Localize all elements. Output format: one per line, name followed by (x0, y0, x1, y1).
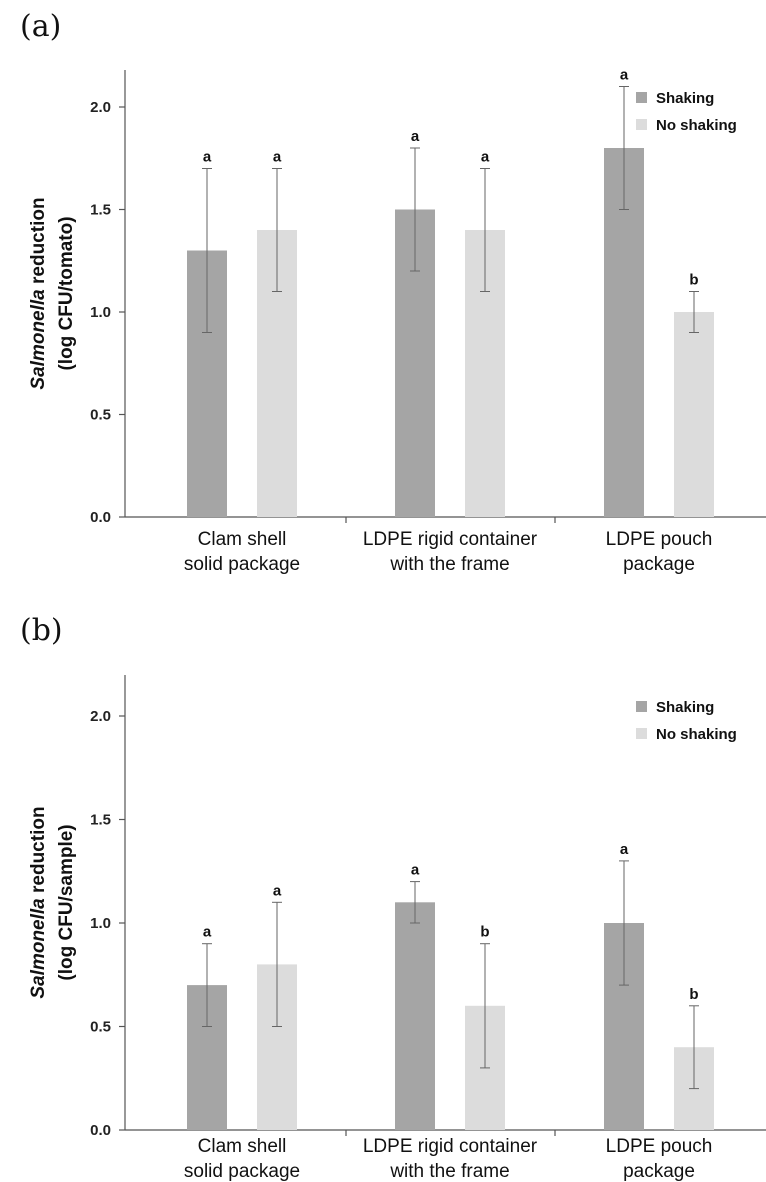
significance-letter: b (689, 986, 698, 1003)
y-axis-units: (log CFU/sample) (56, 824, 77, 980)
y-tick-label: 0.0 (90, 509, 111, 526)
y-axis-label-rest: reduction (28, 806, 49, 898)
y-tick-label: 1.5 (90, 812, 111, 829)
legend-swatch (636, 728, 647, 739)
significance-letter: a (203, 924, 212, 941)
category-label: LDPE pouch (606, 529, 713, 550)
y-axis-label-italic: Salmonella (28, 289, 49, 390)
panel-label: (b) (20, 613, 63, 648)
significance-letter: a (620, 841, 629, 858)
legend-swatch (636, 701, 647, 712)
y-tick-label: 0.5 (90, 407, 111, 424)
category-label: LDPE rigid container (363, 1136, 538, 1157)
y-tick-label: 0.5 (90, 1019, 111, 1036)
chart-panel-a: (a) 0.0 0.5 1.0 1.5 2.0 Clam shell solid packag… (20, 9, 766, 575)
category-label: solid package (184, 554, 300, 575)
category-label: LDPE rigid container (363, 529, 538, 550)
category-label: with the frame (389, 1161, 509, 1182)
category-label: with the frame (389, 554, 509, 575)
y-tick-label: 1.5 (90, 202, 111, 219)
significance-letter: a (411, 862, 420, 879)
category-label: package (623, 554, 695, 575)
y-axis-label: Salmonella reduction (28, 806, 49, 998)
y-axis-label-rest: reduction (28, 197, 49, 289)
legend-label: No shaking (656, 117, 737, 134)
significance-letter: a (481, 149, 490, 166)
category-label: solid package (184, 1161, 300, 1182)
legend-swatch (636, 119, 647, 130)
significance-letter: a (620, 67, 629, 84)
chart-panel-b: (b) 0.0 0.5 1.0 1.5 2.0 Clam shell solid packag… (20, 613, 766, 1182)
category-label: package (623, 1161, 695, 1182)
y-axis-units: (log CFU/tomato) (56, 216, 77, 370)
legend-label: Shaking (656, 699, 714, 716)
y-tick-label: 2.0 (90, 99, 111, 116)
significance-letter: a (203, 149, 212, 166)
y-axis-label-italic: Salmonella (28, 898, 49, 999)
legend-swatch (636, 92, 647, 103)
bar (395, 902, 435, 1130)
significance-letter: a (273, 149, 282, 166)
significance-letter: b (689, 272, 698, 289)
legend-label: No shaking (656, 726, 737, 743)
y-tick-label: 1.0 (90, 304, 111, 321)
y-tick-label: 2.0 (90, 708, 111, 725)
legend-label: Shaking (656, 90, 714, 107)
y-tick-label: 0.0 (90, 1122, 111, 1139)
significance-letter: b (480, 924, 489, 941)
category-label: LDPE pouch (606, 1136, 713, 1157)
category-label: Clam shell (198, 1136, 287, 1157)
panel-label: (a) (20, 9, 61, 44)
significance-letter: a (411, 128, 420, 145)
y-tick-label: 1.0 (90, 915, 111, 932)
bar (674, 312, 714, 517)
category-label: Clam shell (198, 529, 287, 550)
y-axis-label: Salmonella reduction (28, 197, 49, 389)
significance-letter: a (273, 882, 282, 899)
